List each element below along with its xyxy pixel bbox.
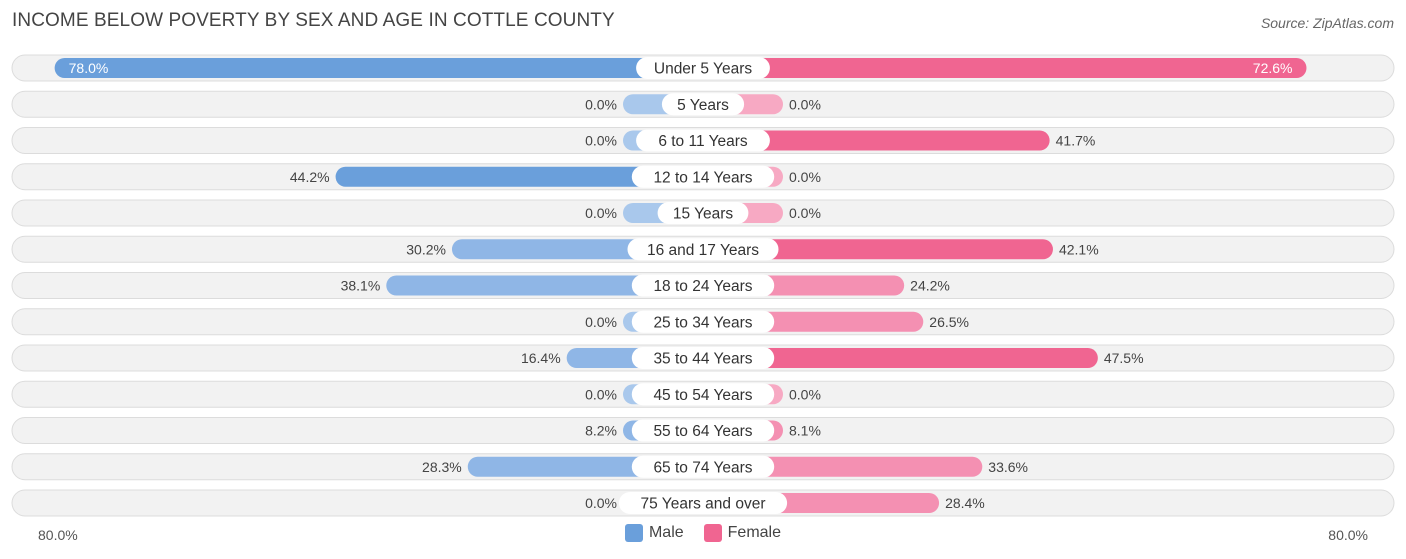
- category-label-background: [636, 57, 770, 79]
- category-label: 55 to 64 Years: [653, 423, 752, 440]
- female-bar: [703, 58, 1307, 78]
- male-value-label: 0.0%: [585, 314, 617, 330]
- category-label: 25 to 34 Years: [653, 314, 752, 331]
- female-bar: [703, 130, 1050, 151]
- female-bar: [703, 239, 1053, 260]
- legend-label-female: Female: [727, 524, 782, 541]
- legend-swatch-female: [703, 524, 722, 542]
- male-value-label: 0.0%: [585, 386, 617, 402]
- female-value-label: 72.6%: [1253, 60, 1293, 76]
- female-value-label: 0.0%: [789, 205, 821, 221]
- category-label-background: [631, 310, 775, 333]
- category-label: 35 to 44 Years: [653, 351, 752, 368]
- male-value-label: 0.0%: [585, 495, 617, 511]
- female-value-label: 28.4%: [945, 495, 985, 511]
- female-value-label: 26.5%: [929, 314, 969, 330]
- category-label-background: [631, 165, 775, 188]
- female-value-label: 0.0%: [789, 386, 821, 402]
- legend-item-female[interactable]: Female: [703, 524, 782, 542]
- female-value-label: 41.7%: [1056, 133, 1096, 149]
- category-label-background: [627, 238, 779, 261]
- chart-source: Source: ZipAtlas.com: [1260, 15, 1394, 31]
- male-value-label: 38.1%: [341, 278, 381, 294]
- category-label-background: [631, 274, 775, 297]
- category-label-background: [631, 419, 775, 442]
- category-label-background: [618, 492, 788, 514]
- category-label: 12 to 14 Years: [653, 169, 752, 186]
- male-value-label: 8.2%: [585, 423, 617, 439]
- female-value-label: 47.5%: [1104, 350, 1144, 366]
- category-label: 15 Years: [673, 206, 734, 223]
- legend-label-male: Male: [648, 524, 684, 541]
- female-value-label: 0.0%: [789, 169, 821, 185]
- category-label: 5 Years: [677, 97, 729, 114]
- category-label: 75 Years and over: [641, 496, 766, 513]
- legend-item-male[interactable]: Male: [624, 524, 684, 542]
- male-value-label: 0.0%: [585, 133, 617, 149]
- male-value-label: 78.0%: [69, 60, 109, 76]
- category-label-background: [631, 383, 775, 406]
- female-bar: [703, 348, 1098, 368]
- axis-left-label: 80.0%: [38, 527, 78, 543]
- male-bar: [335, 166, 703, 187]
- category-label-background: [631, 347, 775, 369]
- category-label: 45 to 54 Years: [653, 387, 752, 404]
- male-bar: [54, 58, 703, 78]
- category-label-background: [657, 202, 749, 224]
- category-label: 16 and 17 Years: [647, 242, 759, 259]
- female-value-label: 0.0%: [789, 96, 821, 112]
- female-value-label: 33.6%: [988, 459, 1028, 475]
- legend-swatch-male: [624, 524, 643, 542]
- female-value-label: 24.2%: [910, 278, 950, 294]
- category-label: Under 5 Years: [654, 61, 752, 78]
- male-value-label: 44.2%: [290, 169, 330, 185]
- female-value-label: 42.1%: [1059, 241, 1099, 257]
- category-label: 65 to 74 Years: [653, 459, 752, 476]
- chart-title: INCOME BELOW POVERTY BY SEX AND AGE IN C…: [12, 10, 615, 31]
- male-value-label: 28.3%: [422, 459, 462, 475]
- category-label-background: [631, 455, 775, 478]
- legend: Male Female: [0, 524, 1406, 542]
- category-label: 18 to 24 Years: [653, 278, 752, 295]
- category-label: 6 to 11 Years: [658, 133, 748, 150]
- male-value-label: 30.2%: [406, 241, 446, 257]
- male-value-label: 0.0%: [585, 205, 617, 221]
- category-label-background: [661, 93, 745, 116]
- category-label-background: [636, 129, 770, 152]
- male-value-label: 16.4%: [521, 350, 561, 366]
- male-value-label: 0.0%: [585, 96, 617, 112]
- female-value-label: 8.1%: [789, 423, 821, 439]
- axis-right-label: 80.0%: [1328, 527, 1368, 543]
- male-bar: [386, 275, 703, 296]
